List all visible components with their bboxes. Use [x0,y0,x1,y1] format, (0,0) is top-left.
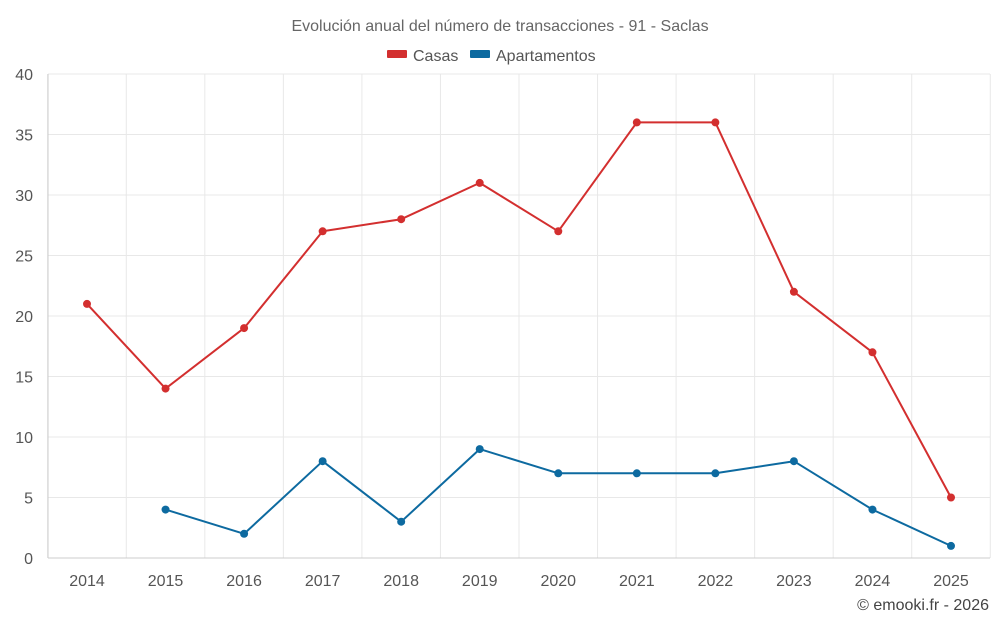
data-point-apartamentos-2016[interactable] [240,529,249,538]
data-point-casas-2022[interactable] [711,118,720,127]
data-point-apartamentos-2025[interactable] [947,541,955,550]
y-tick-label-40: 40 [15,67,33,84]
data-point-casas-2019[interactable] [475,178,484,187]
x-tick-label-2021: 2021 [619,573,655,590]
x-tick-label-2017: 2017 [305,573,341,590]
data-point-casas-2014[interactable] [83,299,91,308]
y-tick-label-25: 25 [15,249,33,266]
credit-text: © emooki.fr - 2026 [857,597,989,614]
data-point-casas-2016[interactable] [240,324,249,333]
x-tick-label-2025: 2025 [933,573,969,590]
x-tick-label-2020: 2020 [540,573,576,590]
series-layer [83,118,955,550]
y-tick-label-15: 15 [15,370,33,387]
chart-legend: Casas Apartamentos [387,48,596,65]
x-tick-label-2022: 2022 [698,573,734,590]
chart-title: Evolución anual del número de transaccio… [291,18,708,35]
data-point-apartamentos-2015[interactable] [161,505,170,514]
y-tick-label-35: 35 [15,128,33,145]
data-point-casas-2023[interactable] [789,287,798,296]
x-tick-label-2014: 2014 [69,573,105,590]
data-point-apartamentos-2019[interactable] [475,445,484,454]
legend-label-casas[interactable]: Casas [413,48,458,65]
grid-layer [47,73,991,558]
legend-swatch-casas [387,50,407,58]
data-point-casas-2015[interactable] [161,384,170,393]
data-point-casas-2021[interactable] [632,118,641,127]
y-tick-label-0: 0 [24,551,33,568]
y-tick-label-5: 5 [24,491,33,508]
y-tick-label-30: 30 [15,188,33,205]
data-point-apartamentos-2023[interactable] [789,457,798,466]
data-point-casas-2018[interactable] [397,215,406,224]
x-tick-label-2019: 2019 [462,573,498,590]
x-tick-label-2015: 2015 [148,573,184,590]
data-point-casas-2017[interactable] [318,227,327,236]
data-point-apartamentos-2022[interactable] [711,469,720,478]
data-point-apartamentos-2017[interactable] [318,457,327,466]
data-point-casas-2024[interactable] [868,348,877,357]
y-tick-label-10: 10 [15,430,33,447]
series-line-casas [86,121,952,499]
x-tick-label-2018: 2018 [383,573,419,590]
data-point-apartamentos-2020[interactable] [554,469,563,478]
data-point-apartamentos-2024[interactable] [868,505,877,514]
legend-swatch-apartamentos [470,50,490,58]
x-tick-label-2023: 2023 [776,573,812,590]
data-point-casas-2025[interactable] [947,493,955,502]
legend-label-apartamentos[interactable]: Apartamentos [496,48,596,65]
data-point-casas-2020[interactable] [554,227,563,236]
x-tick-label-2024: 2024 [855,573,891,590]
data-point-apartamentos-2018[interactable] [397,517,406,526]
x-tick-label-2016: 2016 [226,573,262,590]
data-point-apartamentos-2021[interactable] [632,469,641,478]
y-tick-label-20: 20 [15,309,33,326]
